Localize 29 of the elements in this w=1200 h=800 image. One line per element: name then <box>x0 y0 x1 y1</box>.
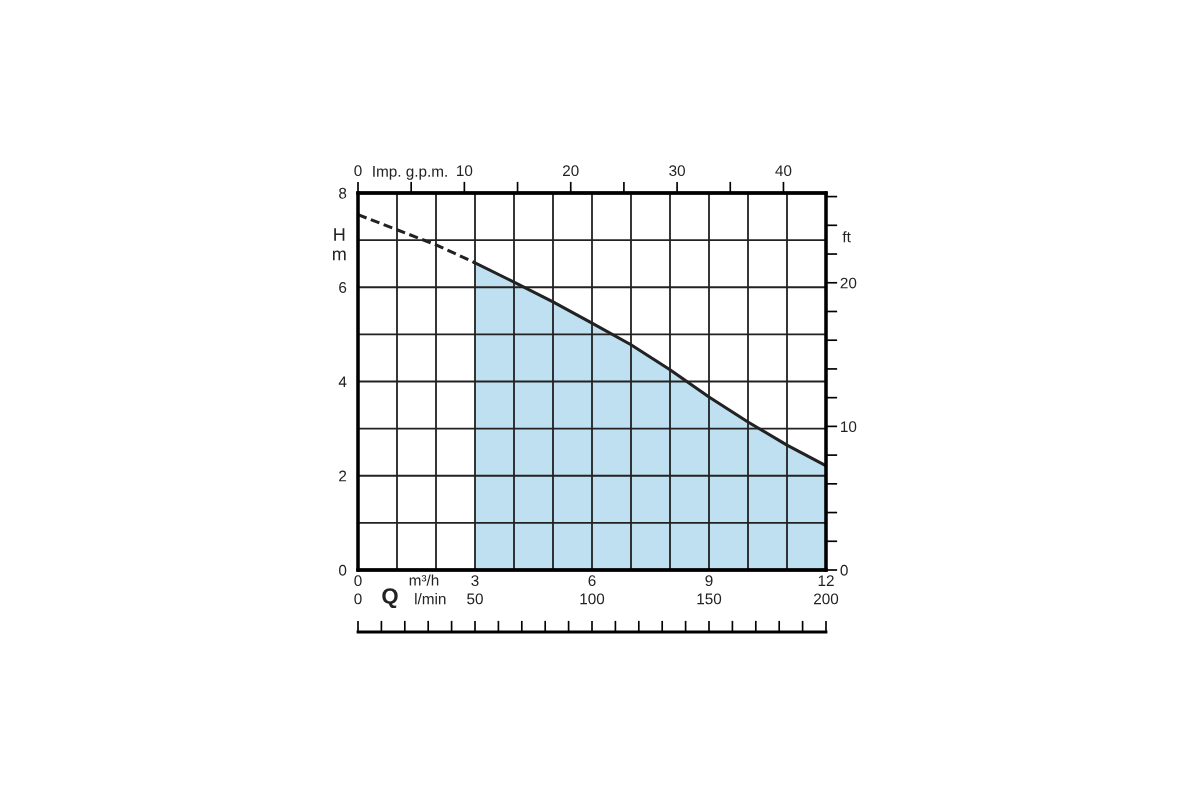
text: 200 <box>814 593 839 605</box>
x-tick-label: 3 <box>471 575 479 587</box>
y2-axis-title: ft <box>842 231 851 243</box>
y2-tick-label: 0 <box>840 564 848 576</box>
y-axis-title: H m <box>332 228 346 261</box>
x2-axis-title: Imp. g.p.m. <box>373 166 447 180</box>
text: l/min <box>415 593 446 605</box>
x-tick-label: 12 <box>818 575 834 586</box>
y-tick-label: 6 <box>339 282 347 293</box>
x2-tick-label: 30 <box>669 165 685 177</box>
x-tick-label: 9 <box>705 575 713 587</box>
y-tick-label: 4 <box>338 376 347 388</box>
x2-tick-label: 40 <box>775 165 792 177</box>
y-tick-label: 8 <box>339 187 347 199</box>
text: 0 <box>354 593 362 605</box>
x2-tick-label: 0 <box>354 165 362 177</box>
text: 150 <box>697 593 722 605</box>
x2-tick-label: 10 <box>457 165 473 177</box>
text: 50 <box>467 593 483 605</box>
x-tick-label: 0 <box>354 575 362 587</box>
x2-tick-label: 20 <box>563 165 579 177</box>
text: 100 <box>580 593 605 605</box>
x-axis-title: m³/h <box>409 574 439 586</box>
y2-tick-label: 10 <box>841 421 857 433</box>
text: Q <box>382 588 398 609</box>
y2-tick-label: 20 <box>840 277 857 289</box>
x-tick-label: 6 <box>588 575 596 587</box>
y-tick-label: 2 <box>339 470 347 482</box>
y-tick-label: 0 <box>338 564 347 576</box>
